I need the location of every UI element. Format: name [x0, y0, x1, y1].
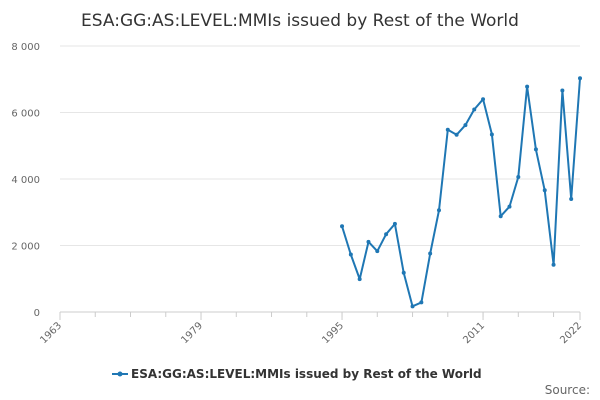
x-axis: 1963 1979 1995 2011 2022 — [38, 311, 584, 346]
y-tick-label: 0 — [34, 308, 40, 319]
x-tick-label: 1979 — [179, 320, 205, 346]
y-tick-label: 4 000 — [11, 175, 40, 186]
x-tick-label: 1995 — [320, 320, 346, 346]
data-point[interactable] — [419, 300, 424, 305]
data-point[interactable] — [340, 224, 345, 229]
data-point[interactable] — [454, 132, 459, 137]
data-point[interactable] — [375, 249, 380, 254]
y-tick-label: 8 000 — [11, 42, 40, 53]
data-point[interactable] — [525, 84, 530, 89]
x-tick-label: 1963 — [38, 320, 64, 346]
chart-title: ESA:GG:AS:LEVEL:MMIs issued by Rest of t… — [81, 11, 519, 31]
data-point[interactable] — [410, 304, 415, 309]
data-point[interactable] — [401, 270, 406, 275]
data-series — [340, 76, 582, 309]
y-axis: 0 2 000 4 000 6 000 8 000 — [11, 42, 40, 319]
data-point[interactable] — [357, 277, 362, 282]
data-point[interactable] — [428, 251, 433, 256]
data-point[interactable] — [366, 239, 371, 244]
data-point[interactable] — [348, 252, 353, 257]
data-point[interactable] — [569, 196, 574, 201]
x-tick-label: 2022 — [558, 320, 584, 346]
data-point[interactable] — [542, 188, 547, 193]
data-point[interactable] — [551, 262, 556, 267]
data-point[interactable] — [481, 97, 486, 102]
grid-lines — [60, 45, 580, 313]
data-point[interactable] — [436, 208, 441, 213]
source-label: Source: — [545, 383, 590, 397]
legend-point-marker — [117, 371, 123, 377]
x-tick-label: 2011 — [461, 320, 487, 346]
data-point[interactable] — [463, 123, 468, 128]
data-point[interactable] — [498, 214, 503, 219]
data-point[interactable] — [445, 127, 450, 132]
data-point[interactable] — [384, 232, 389, 237]
legend-label: ESA:GG:AS:LEVEL:MMIs issued by Rest of t… — [131, 367, 482, 381]
data-point[interactable] — [392, 221, 397, 226]
data-point[interactable] — [560, 88, 565, 93]
data-point[interactable] — [578, 76, 582, 81]
y-tick-label: 2 000 — [11, 242, 40, 253]
data-point[interactable] — [489, 132, 494, 137]
data-point[interactable] — [472, 107, 477, 112]
data-point[interactable] — [516, 175, 521, 180]
data-point[interactable] — [507, 204, 512, 209]
legend[interactable]: ESA:GG:AS:LEVEL:MMIs issued by Rest of t… — [112, 367, 482, 381]
data-point[interactable] — [533, 147, 538, 152]
y-tick-label: 6 000 — [11, 109, 40, 120]
series-line — [341, 78, 581, 308]
